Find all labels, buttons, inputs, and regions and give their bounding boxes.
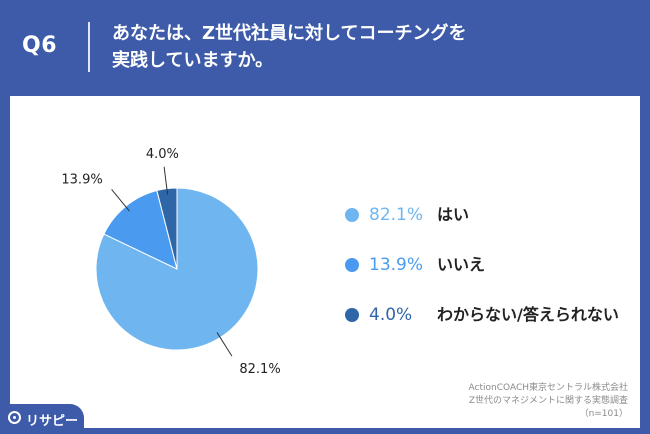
source-footnote: ActionCOACH東京セントラル株式会社 Z世代のマネジメントに関する実態調… xyxy=(408,382,628,421)
legend-label-1: はい xyxy=(437,205,470,224)
legend-swatch-1 xyxy=(345,208,359,222)
leader-line-3 xyxy=(163,166,169,195)
sample-size: （n=101） xyxy=(579,409,628,419)
legend-item-3: 4.0% わからない/答えられない xyxy=(345,304,635,326)
question-title: あなたは、Z世代社員に対してコーチングを 実践していますか。 xyxy=(112,20,632,74)
logo-icon xyxy=(8,411,21,424)
leader-line-1 xyxy=(216,332,233,357)
header: Q6 あなたは、Z世代社員に対してコーチングを 実践していますか。 xyxy=(0,0,650,92)
legend-value-2: 13.9% xyxy=(369,255,424,275)
chart-panel: 82.1% 13.9% 4.0% 82.1% はい 13.9% いいえ 4.0% わからない/… xyxy=(10,96,640,428)
data-label-1: 82.1% xyxy=(239,362,280,377)
question-title-line-1: あなたは、Z世代社員に対してコーチングを xyxy=(112,23,467,44)
legend-swatch-2 xyxy=(345,258,359,272)
legend-label-2: いいえ xyxy=(437,255,486,274)
legend-item-2: 13.9% いいえ xyxy=(345,254,635,276)
legend-value-3: 4.0% xyxy=(369,305,413,325)
legend-value-1: 82.1% xyxy=(369,205,424,225)
source-survey: Z世代のマネジメントに関する実態調査 xyxy=(468,396,628,406)
logo-text: リサピー xyxy=(26,414,79,429)
legend-label-3: わからない/答えられない xyxy=(437,305,619,324)
header-divider xyxy=(88,22,90,72)
source-company: ActionCOACH東京セントラル株式会社 xyxy=(468,383,628,393)
data-label-2: 13.9% xyxy=(61,173,102,188)
question-title-line-2: 実践していますか。 xyxy=(112,50,274,71)
leader-line-2 xyxy=(111,189,130,212)
legend-swatch-3 xyxy=(345,308,359,322)
legend-item-1: 82.1% はい xyxy=(345,204,635,226)
question-number: Q6 xyxy=(22,33,58,58)
data-label-3: 4.0% xyxy=(146,147,179,162)
brand-logo: リサピー xyxy=(0,404,84,434)
pie-chart: 82.1% 13.9% 4.0% xyxy=(61,147,280,377)
